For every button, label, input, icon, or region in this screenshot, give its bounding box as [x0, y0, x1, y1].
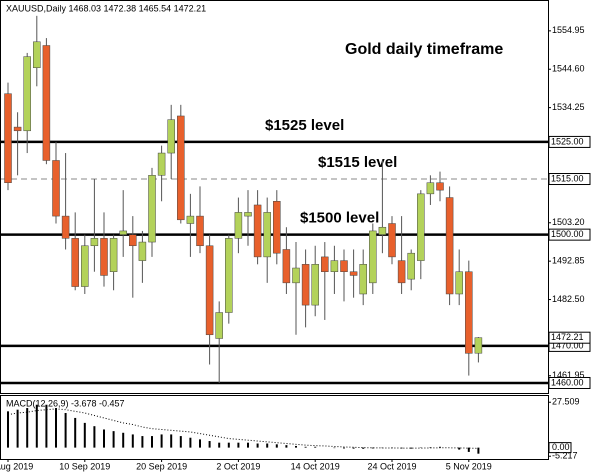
- candle-body: [378, 226, 387, 235]
- level-label: 1470.00: [551, 340, 584, 350]
- main-frame: [0, 0, 549, 394]
- level-label: 1500.00: [551, 229, 584, 239]
- price-label: 1472.21: [551, 332, 584, 342]
- candle-body: [282, 249, 291, 284]
- zero-label-box: [548, 442, 572, 454]
- candle-body: [23, 56, 31, 132]
- level-label-box: [548, 376, 591, 389]
- candle-body: [340, 260, 348, 272]
- y-tick-label: 1503.20: [552, 217, 585, 227]
- candle-body: [148, 175, 156, 243]
- candle-body: [426, 182, 435, 195]
- candle-body: [369, 230, 377, 284]
- candle-body: [109, 238, 118, 272]
- candle-body: [100, 238, 108, 276]
- candle-body: [455, 271, 463, 295]
- x-tick-label: 14 Oct 2019: [291, 461, 340, 471]
- candle-body: [119, 230, 127, 235]
- x-tick-label: 29 Aug 2019: [0, 461, 33, 471]
- candle-body: [215, 312, 223, 339]
- candle-body: [61, 215, 70, 239]
- candle-body: [397, 260, 406, 284]
- candle-body: [273, 201, 281, 254]
- chart-title: Gold daily timeframe: [345, 41, 503, 58]
- y-tick-label: 1534.25: [552, 102, 585, 112]
- level-label-box: [548, 173, 591, 186]
- y-tick-label: 1544.60: [552, 64, 585, 74]
- level-label-box: [548, 228, 591, 241]
- candle-body: [177, 115, 185, 221]
- candle-body: [90, 238, 99, 247]
- candle-body: [301, 264, 310, 306]
- candle-body: [474, 337, 483, 354]
- level-label: 1525.00: [551, 136, 584, 146]
- candle-body: [388, 223, 396, 258]
- x-tick-label: 5 Nov 2019: [446, 461, 492, 471]
- candle-body: [417, 193, 425, 261]
- y-tick-label: 1461.95: [552, 370, 585, 380]
- candle-body: [196, 215, 204, 247]
- candle-body: [13, 126, 22, 132]
- y-tick-label: 1554.95: [552, 25, 585, 35]
- y-tick-label: 27.509: [552, 397, 580, 407]
- y-tick-label: 1492.85: [552, 256, 585, 266]
- macd-title: MACD(12,26,9) -3.678 -0.457: [6, 398, 125, 408]
- level-annotation: $1515 level: [318, 154, 397, 171]
- candle-body: [167, 119, 175, 154]
- candle-body: [81, 245, 89, 287]
- candle-body: [52, 160, 60, 217]
- candle-body: [33, 41, 41, 69]
- candle-body: [42, 45, 51, 161]
- symbol-header: XAUUSD,Daily 1468.03 1472.38 1465.54 147…: [6, 3, 206, 13]
- candle-body: [244, 212, 252, 217]
- candle-body: [129, 234, 137, 247]
- candle-body: [71, 238, 79, 287]
- candle-body: [311, 264, 319, 306]
- candle-body: [321, 256, 329, 272]
- macd-frame: [0, 395, 549, 460]
- candle-body: [445, 197, 454, 295]
- x-tick-label: 10 Sep 2019: [59, 461, 110, 471]
- candle-body: [138, 241, 147, 261]
- candle-body: [4, 93, 12, 183]
- candle-body: [292, 267, 300, 284]
- level-annotation: $1500 level: [300, 210, 379, 227]
- x-tick-label: 20 Sep 2019: [136, 461, 187, 471]
- candle-body: [407, 252, 415, 280]
- level-label: 1515.00: [551, 173, 584, 183]
- candle-body: [186, 215, 195, 224]
- candle-body: [234, 212, 243, 239]
- candle-body: [205, 245, 214, 336]
- level-label: 1460.00: [551, 377, 584, 387]
- candle-body: [157, 152, 166, 176]
- y-tick-label: 1482.50: [552, 294, 585, 304]
- price-label-box: [548, 331, 591, 344]
- y-tick-label: -5.217: [552, 451, 578, 461]
- candle-body: [359, 264, 367, 295]
- candle-body: [225, 238, 233, 313]
- signal-line: [7, 408, 479, 449]
- y-tick-label: 0.00: [552, 442, 570, 452]
- candle-body: [330, 260, 339, 272]
- candle-body: [436, 182, 444, 191]
- candle-body: [253, 204, 262, 258]
- x-tick-label: 2 Oct 2019: [216, 461, 260, 471]
- x-tick-label: 24 Oct 2019: [367, 461, 416, 471]
- level-label-box: [548, 135, 591, 148]
- level-annotation: $1525 level: [265, 117, 344, 134]
- candle-body: [349, 271, 358, 276]
- candle-body: [263, 212, 271, 258]
- candle-body: [465, 271, 473, 354]
